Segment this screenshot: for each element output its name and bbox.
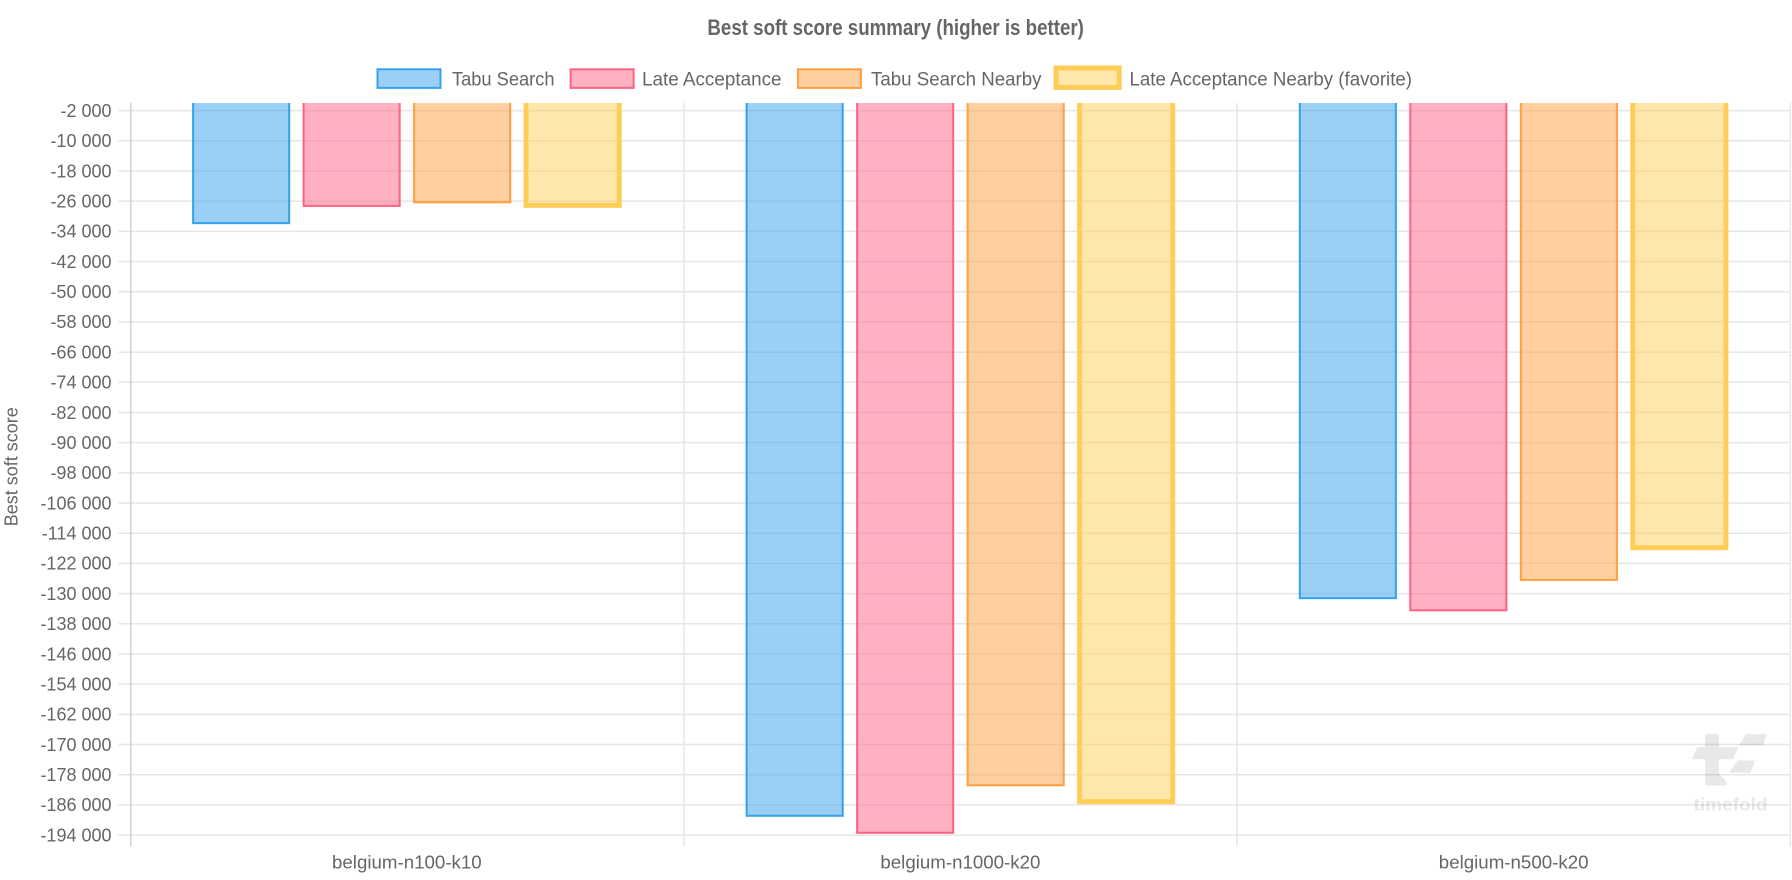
svg-text:-170 000: -170 000 [40,735,111,755]
svg-text:Late Acceptance Nearby (favori: Late Acceptance Nearby (favorite) [1130,69,1413,90]
svg-text:-178 000: -178 000 [40,765,111,785]
svg-text:timefold: timefold [1694,794,1768,814]
svg-text:-154 000: -154 000 [40,674,111,694]
svg-text:Late Acceptance: Late Acceptance [642,69,782,90]
svg-text:-58 000: -58 000 [50,312,111,332]
svg-text:-138 000: -138 000 [40,614,111,634]
svg-text:-10 000: -10 000 [50,131,111,151]
svg-text:-82 000: -82 000 [50,403,111,423]
svg-text:-42 000: -42 000 [50,252,111,272]
svg-text:-18 000: -18 000 [50,161,111,181]
svg-text:-146 000: -146 000 [40,644,111,664]
svg-text:Tabu Search Nearby: Tabu Search Nearby [871,69,1042,90]
svg-text:Tabu Search: Tabu Search [452,69,555,90]
svg-text:-162 000: -162 000 [40,705,111,725]
svg-text:Best soft score: Best soft score [2,407,22,526]
svg-text:-34 000: -34 000 [50,222,111,242]
svg-text:-122 000: -122 000 [40,554,111,574]
svg-text:-26 000: -26 000 [50,191,111,211]
svg-text:-106 000: -106 000 [40,493,111,513]
svg-text:belgium-n100-k10: belgium-n100-k10 [332,851,482,872]
svg-text:-66 000: -66 000 [50,342,111,362]
svg-text:-114 000: -114 000 [42,524,112,544]
svg-text:belgium-n500-k20: belgium-n500-k20 [1439,851,1589,872]
svg-text:-98 000: -98 000 [50,463,111,483]
svg-text:-194 000: -194 000 [40,825,111,845]
svg-text:-2 000: -2 000 [60,101,111,121]
svg-text:belgium-n1000-k20: belgium-n1000-k20 [880,851,1040,872]
svg-text:-130 000: -130 000 [40,584,111,604]
svg-text:-50 000: -50 000 [50,282,111,302]
svg-text:-90 000: -90 000 [50,433,111,453]
svg-text:-186 000: -186 000 [40,795,111,815]
svg-text:-74 000: -74 000 [50,373,111,393]
svg-text:Best soft score summary (highe: Best soft score summary (higher is bette… [707,15,1084,40]
